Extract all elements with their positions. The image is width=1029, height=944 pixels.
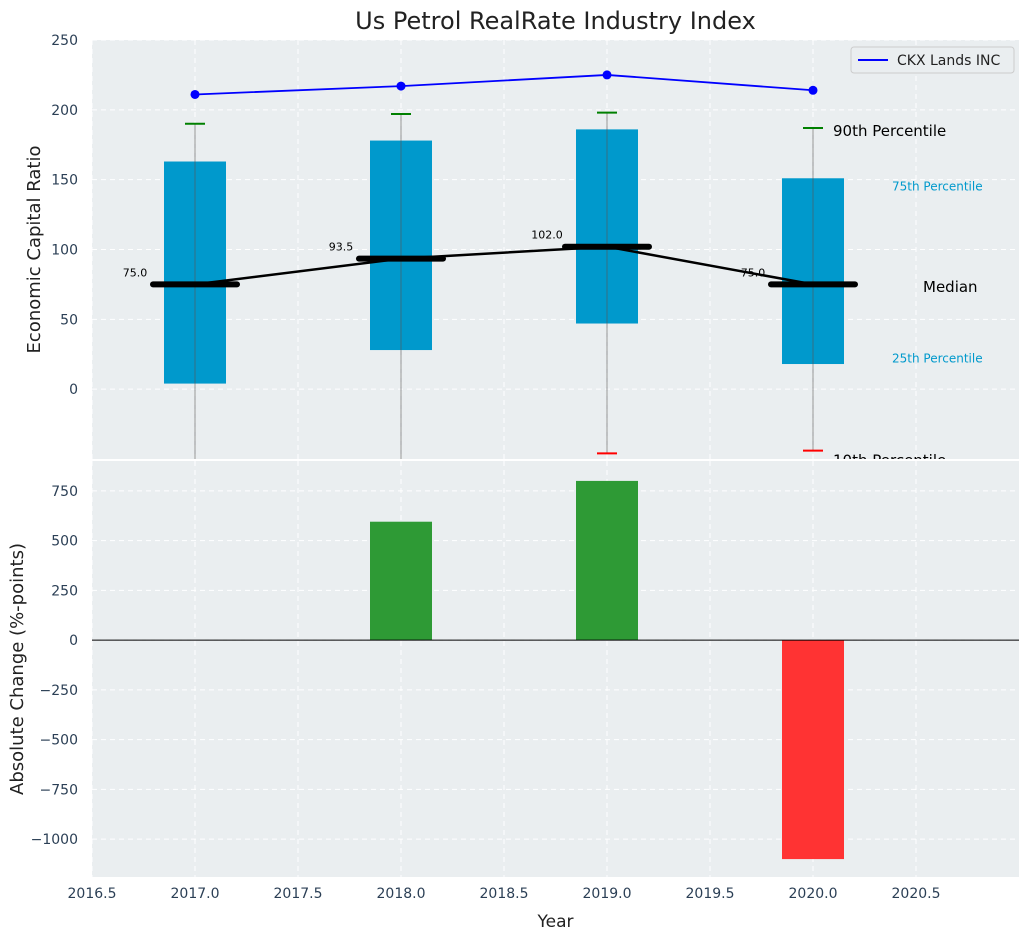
ckx-lands-point (190, 89, 200, 99)
top-y-tick-label: 200 (51, 103, 78, 119)
top-y-tick-label: 150 (51, 173, 78, 189)
p75-annotation: 75th Percentile (892, 180, 983, 194)
top-y-axis-label: Economic Capital Ratio (24, 146, 45, 354)
bottom-y-axis-label: Absolute Change (%-points) (7, 543, 28, 795)
bottom-y-tick-label: −250 (40, 683, 78, 699)
top-y-tick-label: 250 (51, 33, 78, 49)
change-bar (782, 640, 844, 860)
median-trend-line (194, 245, 814, 286)
x-tick-label: 2016.5 (68, 886, 117, 902)
ckx-lands-line (194, 74, 814, 96)
bottom-y-tick-label: −750 (40, 782, 78, 798)
bottom-y-tick-label: 500 (51, 534, 78, 550)
median-value-label: 102.0 (531, 229, 563, 242)
p90-annotation: 90th Percentile (833, 122, 946, 140)
top-y-tick-label: 50 (60, 312, 78, 328)
median-value-label: 93.5 (329, 241, 354, 254)
x-tick-label: 2019.5 (686, 886, 735, 902)
x-tick-label: 2019.0 (583, 886, 632, 902)
median-annotation: Median (923, 278, 978, 296)
bottom-y-tick-label: −1000 (31, 832, 78, 848)
ckx-lands-point (808, 85, 818, 95)
bottom-y-tick-label: −500 (40, 733, 78, 749)
change-bar (370, 521, 432, 641)
x-tick-label: 2020.5 (892, 886, 941, 902)
chart-marks: 0 50 100 150 200 250 −1000 −750 −500 −250 0 250 500 7… (31, 33, 1019, 902)
legend-entry-label: CKX Lands INC (897, 53, 1000, 69)
bottom-y-tick-label: 250 (51, 583, 78, 599)
x-tick-label: 2020.0 (789, 886, 838, 902)
ckx-lands-point (602, 70, 612, 80)
bottom-y-tick-label: 0 (69, 633, 78, 649)
x-tick-label: 2017.5 (274, 886, 323, 902)
chart-title: Us Petrol RealRate Industry Index (355, 7, 756, 35)
x-tick-label: 2018.5 (480, 886, 529, 902)
median-value-label: 75.0 (741, 266, 766, 279)
x-tick-label: 2017.0 (171, 886, 220, 902)
legend: CKX Lands INC (850, 46, 1015, 74)
p10-annotation: 10th Percentile (833, 452, 946, 470)
x-tick-label: 2018.0 (377, 886, 426, 902)
bottom-grid (91, 461, 1019, 877)
ckx-lands-point (396, 81, 406, 91)
bottom-plot-area (92, 461, 1019, 877)
x-axis-label: Year (537, 912, 574, 932)
top-y-tick-label: 0 (69, 382, 78, 398)
bottom-y-tick-label: 750 (51, 484, 78, 500)
legend-box (850, 46, 1015, 74)
p25-annotation: 25th Percentile (892, 351, 983, 365)
top-y-tick-label: 100 (51, 243, 78, 259)
median-value-label: 75.0 (123, 266, 148, 279)
change-bar (576, 480, 638, 641)
